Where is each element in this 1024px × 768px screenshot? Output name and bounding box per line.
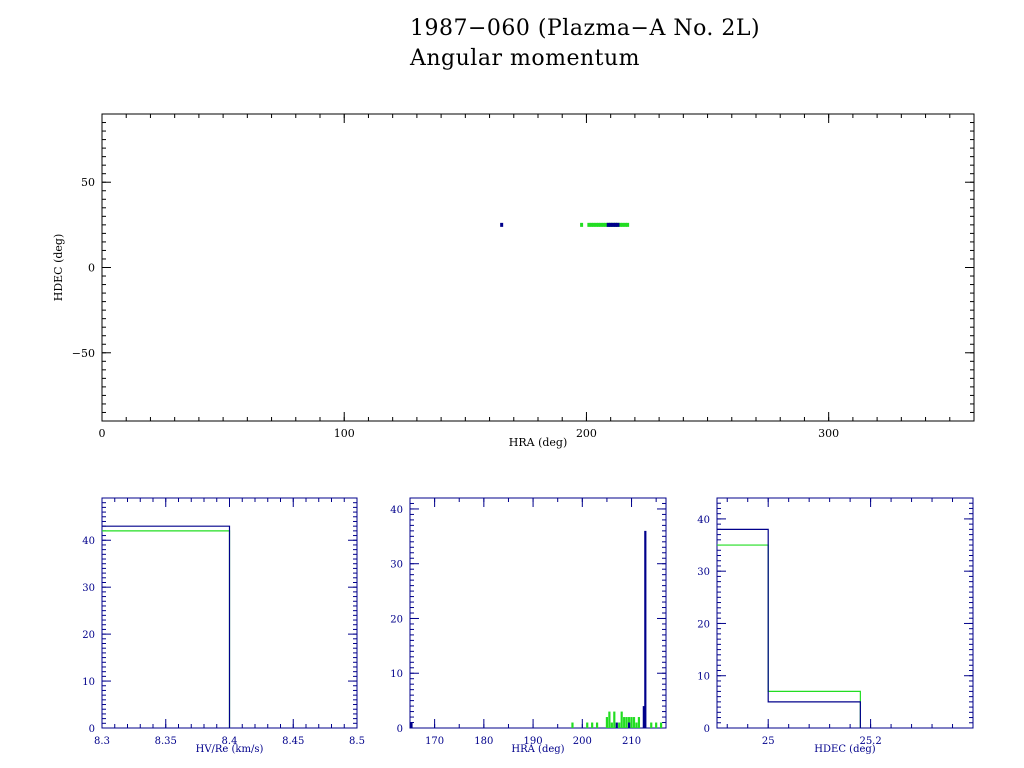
- x-tick-label: 100: [334, 427, 355, 440]
- x-tick-label: 8.45: [282, 736, 304, 747]
- plot-frame: [716, 497, 974, 729]
- x-tick-label: 25.2: [859, 736, 881, 747]
- y-tick-label: 30: [697, 567, 710, 578]
- y-tick-label: 0: [89, 724, 95, 735]
- panel-3: 170 180 190 200 210 0 10 20 30 40 HRA (deg): [390, 497, 667, 755]
- x-tick-label: 170: [425, 736, 444, 747]
- x-tick-label: 190: [524, 736, 543, 747]
- scatter-point: [587, 222, 591, 227]
- x-tick-label: 8.3: [94, 736, 110, 747]
- scatter-point: [614, 222, 618, 227]
- chart-title: 1987−060 (Plazma−A No. 2L): [410, 16, 761, 41]
- scatter-point: [601, 222, 605, 227]
- title-block: 1987−060 (Plazma−A No. 2L) Angular momen…: [410, 14, 760, 74]
- scatter-point: [580, 222, 584, 227]
- scatter-point: [589, 222, 593, 227]
- y-tick-label: 20: [82, 630, 95, 641]
- x-axis-label: HRA (deg): [509, 436, 568, 449]
- histogram-step: [102, 525, 231, 728]
- panel-1: 0 100 200 300 50 0 −50 HRA (deg) HDEC (deg): [52, 113, 975, 449]
- y-tick-label: 40: [697, 515, 710, 526]
- x-tick-label: 8.35: [155, 736, 177, 747]
- y-tick-label: −50: [72, 347, 95, 360]
- histogram-step: [717, 528, 861, 728]
- plot-frame: [409, 497, 667, 729]
- y-tick-label: 20: [697, 619, 710, 630]
- x-tick-label: 300: [818, 427, 839, 440]
- y-tick-label: 30: [390, 560, 403, 571]
- scatter-point: [616, 222, 620, 227]
- scatter-point: [592, 222, 596, 227]
- y-tick-label: 10: [390, 669, 403, 680]
- y-tick-label: 0: [88, 262, 95, 275]
- scatter-point: [599, 222, 603, 227]
- scatter-point: [611, 222, 615, 227]
- scatter-point: [500, 222, 504, 227]
- scatter-point: [606, 222, 610, 227]
- x-axis-label: HRA (deg): [511, 744, 564, 755]
- x-tick-label: 200: [576, 427, 597, 440]
- x-tick-label: 0: [99, 427, 106, 440]
- scatter-point: [609, 222, 613, 227]
- x-tick-label: 200: [573, 736, 592, 747]
- y-tick-label: 50: [81, 176, 95, 189]
- x-tick-label: 180: [474, 736, 493, 747]
- scatter-point: [623, 222, 627, 227]
- x-tick-label: 25: [762, 736, 775, 747]
- x-tick-label: 210: [622, 736, 641, 747]
- scatter-point: [626, 222, 630, 227]
- y-tick-label: 40: [82, 536, 95, 547]
- histogram-step: [102, 530, 231, 728]
- scatter-point: [621, 222, 625, 227]
- y-tick-label: 0: [397, 724, 403, 735]
- x-tick-label: 8.5: [349, 736, 365, 747]
- panel-2: 8.3 8.35 8.4 8.45 8.5 0 10 20 30 40 HV/Re (km/s): [82, 497, 365, 755]
- x-axis-label: HV/Re (km/s): [196, 744, 264, 755]
- histogram-step: [717, 544, 861, 728]
- y-tick-label: 0: [704, 724, 710, 735]
- x-axis-label: HDEC (deg): [814, 744, 875, 755]
- scatter-point: [604, 222, 608, 227]
- y-tick-label: 30: [82, 583, 95, 594]
- y-tick-label: 10: [697, 672, 710, 683]
- scatter-point: [618, 222, 622, 227]
- y-tick-label: 10: [82, 677, 95, 688]
- y-tick-label: 20: [390, 614, 403, 625]
- y-axis-label: HDEC (deg): [52, 234, 65, 302]
- panel-4: 25 25.2 0 10 20 30 40 HDEC (deg): [697, 497, 974, 755]
- x-tick-label: 8.4: [222, 736, 238, 747]
- scatter-point: [597, 222, 601, 227]
- y-tick-label: 40: [390, 505, 403, 516]
- plot-frame: [101, 113, 975, 422]
- scatter-point: [594, 222, 598, 227]
- chart-subtitle: Angular momentum: [410, 46, 640, 71]
